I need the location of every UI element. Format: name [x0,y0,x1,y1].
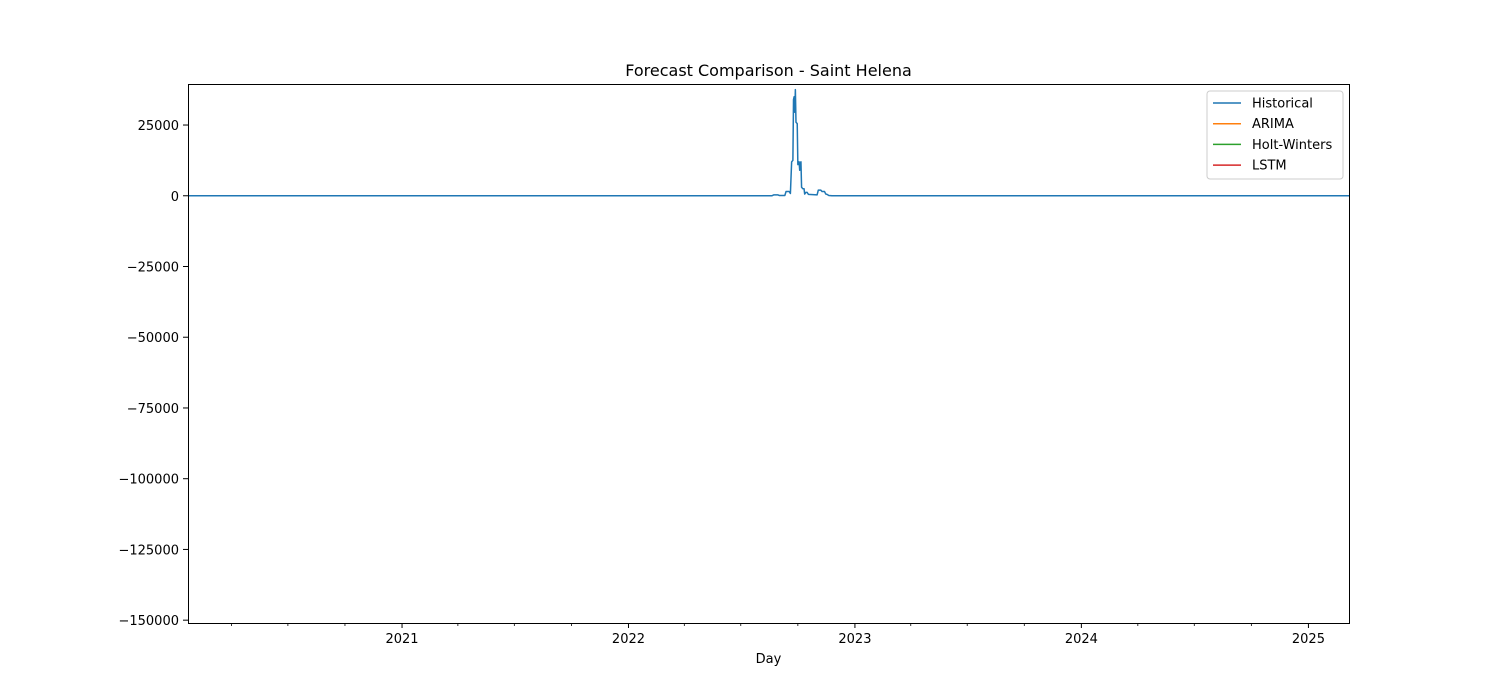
legend-label-historical: Historical [1252,97,1313,112]
x-tick-label: 2024 [1065,632,1098,647]
x-tick-label: 2022 [612,632,645,647]
x-tick-label: 2023 [838,632,871,647]
y-tick-label: −75000 [127,402,179,417]
y-tick-label: −25000 [127,260,179,275]
y-tick-label: 0 [171,190,179,205]
y-tick-label: −125000 [118,543,179,558]
chart-title: Forecast Comparison - Saint Helena [625,61,912,80]
x-axis-label: Day [756,652,782,667]
x-tick-label: 2021 [385,632,418,647]
legend-label-holt-winters: Holt-Winters [1252,138,1332,153]
legend-box [1206,90,1344,180]
y-tick-label: −100000 [118,473,179,488]
legend-label-arima: ARIMA [1252,117,1294,132]
x-tick-label: 2025 [1292,632,1325,647]
plot-frame [188,84,1350,624]
y-tick-label: −150000 [118,614,179,629]
x-axis: 2021 2022 2023 2024 2025 [231,623,1325,647]
series-line-historical [188,88,1350,197]
series-layer [188,88,1350,197]
y-tick-label: 25000 [138,119,179,134]
y-axis: 25000 0 −25000 −50000 −75000 −100000 −125000 −1… [118,119,188,629]
legend: Historical ARIMA Holt-Winters LSTM [1206,90,1344,180]
legend-label-lstm: LSTM [1252,159,1287,174]
y-tick-label: −50000 [127,331,179,346]
